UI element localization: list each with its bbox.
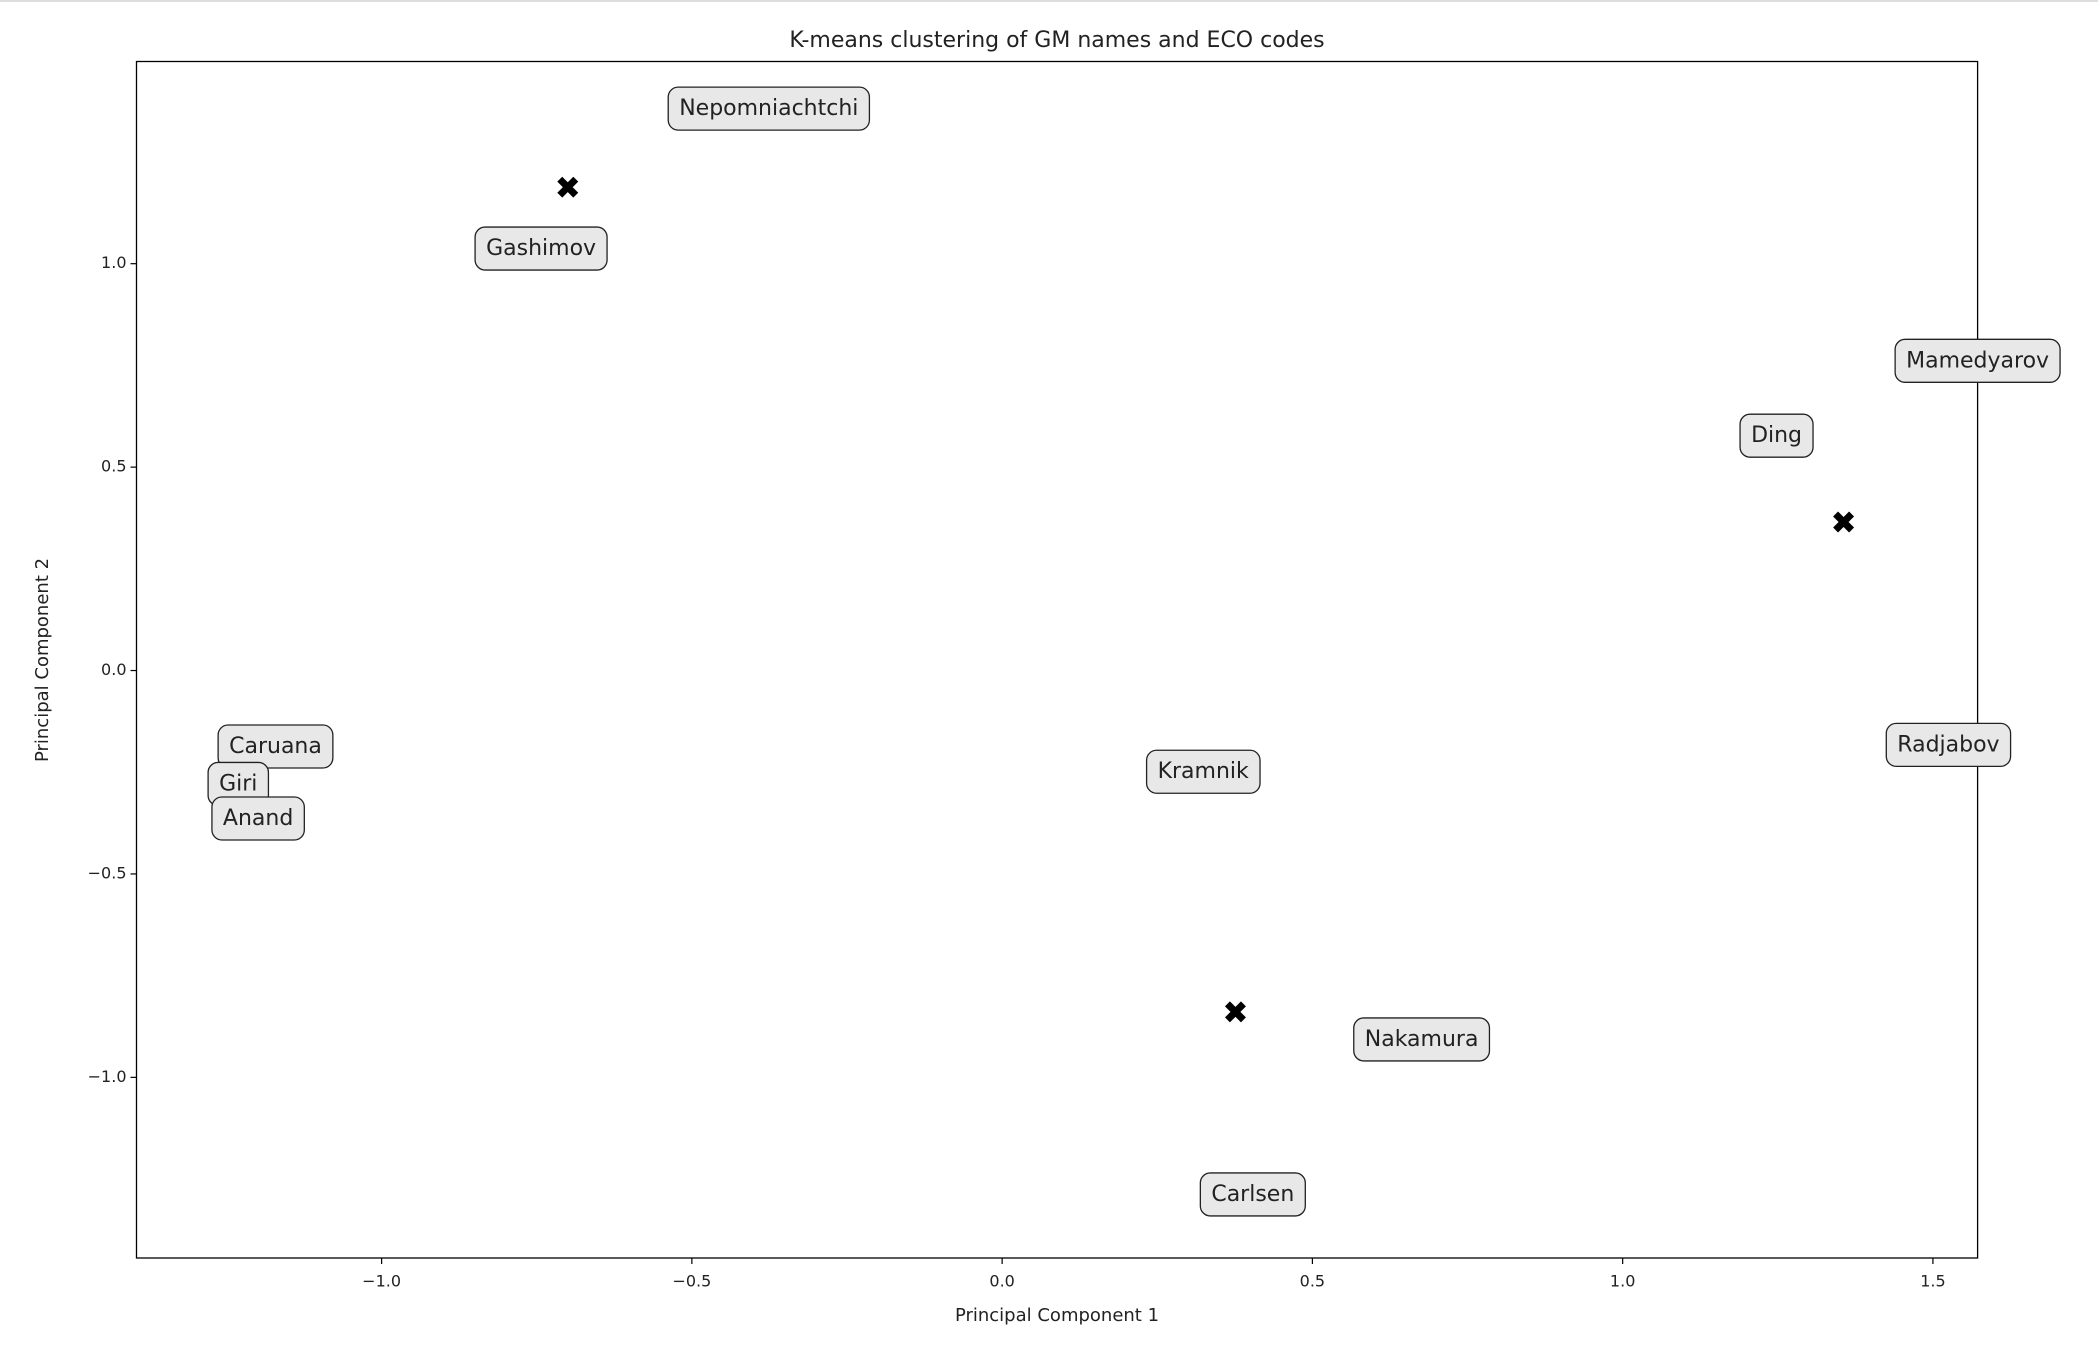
x-tick-label: −0.5 — [672, 1272, 711, 1291]
y-tick-label: −1.0 — [88, 1067, 127, 1086]
point-label-text: Mamedyarov — [1906, 348, 2049, 373]
point-label-text: Anand — [223, 806, 293, 831]
y-tick-label: 0.5 — [101, 457, 126, 476]
x-tick-label: 1.0 — [1610, 1272, 1635, 1291]
label-box — [474, 226, 608, 271]
point-label-text: Nakamura — [1365, 1027, 1479, 1052]
point-label: Gashimov — [474, 226, 608, 271]
label-box — [1894, 338, 2061, 383]
label-box — [1885, 722, 2012, 768]
point-label: Nakamura — [1353, 1017, 1491, 1062]
point-label-text: Ding — [1751, 423, 1802, 448]
y-axis-label: Principal Component 2 — [32, 558, 53, 762]
label-box — [1353, 1017, 1491, 1062]
point-label-text: Carlsen — [1211, 1182, 1294, 1207]
point-label: Giri — [207, 761, 270, 807]
y-tick-label: −0.5 — [88, 863, 127, 882]
point-label: Mamedyarov — [1894, 338, 2061, 383]
x-tick-label: 0.0 — [989, 1272, 1014, 1291]
point-label: Ding — [1739, 413, 1814, 458]
point-label: Carlsen — [1199, 1172, 1306, 1217]
centroid-marker — [1224, 1001, 1246, 1023]
x-axis-label: Principal Component 1 — [955, 1305, 1159, 1326]
point-label: Caruana — [217, 724, 334, 769]
centroid-marker — [557, 176, 579, 198]
label-box — [217, 724, 334, 769]
point-label-text: Radjabov — [1897, 732, 1999, 757]
label-box — [1199, 1172, 1306, 1217]
label-box — [1145, 749, 1261, 794]
label-box — [667, 86, 871, 131]
label-box — [1739, 413, 1814, 458]
x-tick-label: −1.0 — [362, 1272, 401, 1291]
x-tick-label: 0.5 — [1300, 1272, 1325, 1291]
x-tick-label: 1.5 — [1920, 1272, 1945, 1291]
point-label: Anand — [211, 796, 305, 841]
point-label: Kramnik — [1145, 749, 1261, 794]
y-tick-label: 0.0 — [101, 660, 126, 679]
chart-title: K-means clustering of GM names and ECO c… — [789, 28, 1324, 53]
point-label: Radjabov — [1885, 722, 2012, 768]
label-box — [211, 796, 305, 841]
plot-frame — [135, 60, 1979, 1259]
point-label-text: Nepomniachtchi — [679, 96, 858, 121]
point-label: Nepomniachtchi — [667, 86, 871, 131]
centroid-marker — [1833, 511, 1855, 533]
y-tick-label: 1.0 — [101, 253, 126, 272]
point-label-text: Gashimov — [486, 236, 596, 261]
point-label-text: Caruana — [229, 734, 322, 759]
point-label-text: Kramnik — [1158, 759, 1249, 784]
point-label-text: Giri — [219, 771, 257, 796]
